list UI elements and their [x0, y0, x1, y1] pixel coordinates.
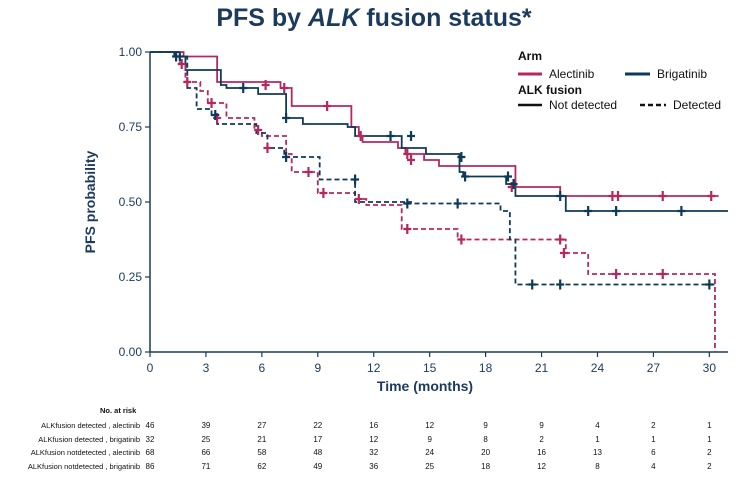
censor-mark — [658, 269, 667, 279]
censor-mark — [453, 198, 462, 209]
censor-mark — [509, 179, 518, 189]
curve-2 — [150, 51, 728, 212]
censor-mark — [211, 110, 220, 120]
title-prefix: PFS by — [216, 4, 309, 32]
censor-mark — [658, 191, 667, 201]
curves — [150, 51, 728, 352]
y-tick-label: 0.25 — [119, 270, 143, 284]
censor-mark — [356, 131, 365, 141]
y-tick-label: 1.00 — [119, 45, 143, 59]
curve-4 — [150, 51, 715, 286]
x-tick-label: 30 — [703, 361, 717, 375]
x-tick-label: 15 — [423, 361, 437, 375]
legend-not-detected-label: Not detected — [549, 98, 617, 112]
x-axis-label: Time (months) — [377, 378, 473, 394]
censor-mark — [282, 113, 291, 123]
censor-mark — [175, 51, 184, 62]
censor-mark — [403, 149, 412, 159]
censor-mark — [457, 152, 466, 162]
x-tick-label: 0 — [147, 361, 154, 375]
censor-mark — [239, 83, 248, 93]
censor-mark — [584, 206, 593, 216]
y-tick-label: 0.00 — [119, 345, 143, 359]
censor-mark — [613, 191, 622, 201]
censor-mark — [403, 224, 412, 234]
censor-mark — [528, 279, 537, 290]
legend-detected-label: Detected — [673, 98, 721, 112]
censor-mark — [177, 59, 186, 69]
censor-mark — [282, 152, 291, 162]
legend-arm-title: Arm — [518, 49, 542, 63]
censor-mark — [207, 98, 216, 108]
censor-mark — [407, 155, 416, 165]
censor-marks — [172, 51, 716, 290]
censor-mark — [354, 194, 363, 204]
censor-mark — [556, 279, 565, 290]
censor-mark — [457, 234, 466, 245]
censor-mark — [319, 188, 328, 198]
censor-mark — [556, 234, 565, 245]
x-tick-label: 3 — [203, 361, 210, 375]
censor-mark — [503, 171, 512, 182]
censor-mark — [261, 80, 270, 90]
censor-mark — [304, 167, 313, 177]
censor-mark — [280, 83, 289, 93]
x-tick-label: 24 — [591, 361, 605, 375]
censor-mark — [705, 279, 714, 290]
censor-mark — [254, 125, 263, 135]
censor-mark — [556, 191, 565, 201]
curve-3 — [150, 51, 716, 352]
censor-mark — [407, 131, 416, 141]
censor-mark — [183, 77, 192, 87]
y-axis-label: PFS probability — [82, 150, 98, 253]
legend-alectinib-label: Alectinib — [549, 67, 595, 81]
x-tick-label: 21 — [535, 361, 549, 375]
x-tick-label: 27 — [647, 361, 661, 375]
title-suffix: fusion status* — [359, 4, 532, 32]
y-tick-label: 0.50 — [119, 195, 143, 209]
x-tick-label: 9 — [314, 361, 321, 375]
censor-mark — [351, 174, 360, 185]
y-tick-label: 0.75 — [119, 120, 143, 134]
legend-fusion-title: ALK fusion — [518, 83, 582, 97]
curve-1 — [150, 51, 719, 197]
censor-mark — [707, 191, 716, 201]
censor-mark — [461, 171, 470, 182]
censor-mark — [612, 269, 621, 279]
title-gene: ALK — [308, 4, 360, 32]
censor-mark — [612, 206, 621, 216]
censor-mark — [386, 131, 395, 141]
censor-mark — [323, 101, 332, 111]
chart-title: PFS by ALK fusion status* — [0, 4, 748, 33]
censor-mark — [263, 143, 272, 153]
censor-mark — [559, 248, 568, 258]
censor-mark — [677, 206, 686, 216]
censor-mark — [403, 198, 412, 209]
legend-brigatinib-label: Brigatinib — [657, 67, 707, 81]
x-tick-label: 6 — [259, 361, 266, 375]
x-tick-label: 18 — [479, 361, 493, 375]
x-tick-label: 12 — [367, 361, 381, 375]
axes: 0.00 0.25 0.50 0.75 1.00 0 3 6 9 12 15 18 21 24 27 30 Ti… — [82, 45, 728, 394]
